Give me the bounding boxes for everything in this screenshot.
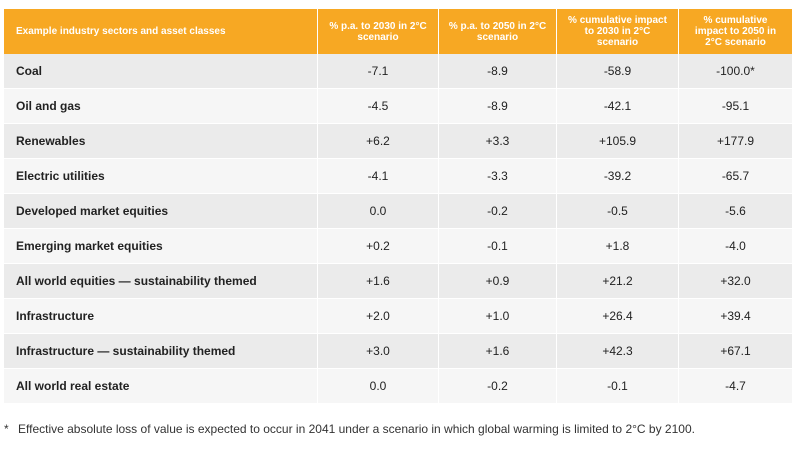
cell-cumulative-2030: +1.8 [556,229,678,264]
cell-pa-2050: +1.6 [438,334,556,369]
cell-cumulative-2030: -58.9 [556,54,678,89]
cell-cumulative-2050: +67.1 [678,334,792,369]
row-label: Oil and gas [4,89,317,124]
row-label: Renewables [4,124,317,159]
row-label: Coal [4,54,317,89]
table-header-row: Example industry sectors and asset class… [4,9,792,54]
cell-cumulative-2050: +32.0 [678,264,792,299]
cell-cumulative-2030: -39.2 [556,159,678,194]
row-label: All world real estate [4,369,317,404]
cell-pa-2050: -0.2 [438,194,556,229]
cell-pa-2030: +3.0 [317,334,438,369]
cell-pa-2050: -8.9 [438,54,556,89]
cell-cumulative-2030: +42.3 [556,334,678,369]
cell-cumulative-2030: -0.5 [556,194,678,229]
footnote-marker: * [4,422,9,436]
table-row: Infrastructure — sustainability themed +… [4,334,792,369]
table-row: Infrastructure +2.0 +1.0 +26.4 +39.4 [4,299,792,334]
cell-pa-2050: +0.9 [438,264,556,299]
row-label: Developed market equities [4,194,317,229]
cell-cumulative-2050: -5.6 [678,194,792,229]
table-row: Oil and gas -4.5 -8.9 -42.1 -95.1 [4,89,792,124]
scenario-impact-table: Example industry sectors and asset class… [4,9,792,404]
cell-pa-2030: -7.1 [317,54,438,89]
cell-pa-2050: +3.3 [438,124,556,159]
cell-pa-2030: -4.1 [317,159,438,194]
cell-cumulative-2030: +105.9 [556,124,678,159]
cell-pa-2030: +2.0 [317,299,438,334]
cell-cumulative-2050: +177.9 [678,124,792,159]
row-label: Emerging market equities [4,229,317,264]
row-label: Infrastructure [4,299,317,334]
table-row: Coal -7.1 -8.9 -58.9 -100.0* [4,54,792,89]
cell-pa-2050: +1.0 [438,299,556,334]
header-cumulative-2030: % cumulative impact to 2030 in 2°C scena… [556,9,678,54]
footnote-text: Effective absolute loss of value is expe… [18,422,695,436]
cell-pa-2030: 0.0 [317,369,438,404]
row-label: Electric utilities [4,159,317,194]
cell-pa-2030: 0.0 [317,194,438,229]
cell-pa-2050: -8.9 [438,89,556,124]
row-label: Infrastructure — sustainability themed [4,334,317,369]
cell-pa-2050: -0.2 [438,369,556,404]
cell-pa-2030: +1.6 [317,264,438,299]
cell-cumulative-2050: +39.4 [678,299,792,334]
header-pa-2050: % p.a. to 2050 in 2°C scenario [438,9,556,54]
cell-pa-2030: -4.5 [317,89,438,124]
table-row: Developed market equities 0.0 -0.2 -0.5 … [4,194,792,229]
table-row: Electric utilities -4.1 -3.3 -39.2 -65.7 [4,159,792,194]
header-sectors: Example industry sectors and asset class… [4,9,317,54]
cell-cumulative-2050: -4.0 [678,229,792,264]
cell-cumulative-2030: -0.1 [556,369,678,404]
header-pa-2030: % p.a. to 2030 in 2°C scenario [317,9,438,54]
cell-cumulative-2050: -95.1 [678,89,792,124]
cell-cumulative-2030: +26.4 [556,299,678,334]
cell-pa-2050: -3.3 [438,159,556,194]
table-row: All world real estate 0.0 -0.2 -0.1 -4.7 [4,369,792,404]
cell-cumulative-2050: -100.0* [678,54,792,89]
table-row: All world equities — sustainability them… [4,264,792,299]
row-label: All world equities — sustainability them… [4,264,317,299]
cell-cumulative-2030: +21.2 [556,264,678,299]
cell-cumulative-2050: -65.7 [678,159,792,194]
header-cumulative-2050: % cumulative impact to 2050 in 2°C scena… [678,9,792,54]
cell-pa-2030: +0.2 [317,229,438,264]
table-row: Renewables +6.2 +3.3 +105.9 +177.9 [4,124,792,159]
cell-pa-2050: -0.1 [438,229,556,264]
cell-cumulative-2030: -42.1 [556,89,678,124]
cell-pa-2030: +6.2 [317,124,438,159]
table-row: Emerging market equities +0.2 -0.1 +1.8 … [4,229,792,264]
cell-cumulative-2050: -4.7 [678,369,792,404]
footnote: * Effective absolute loss of value is exp… [4,422,695,436]
